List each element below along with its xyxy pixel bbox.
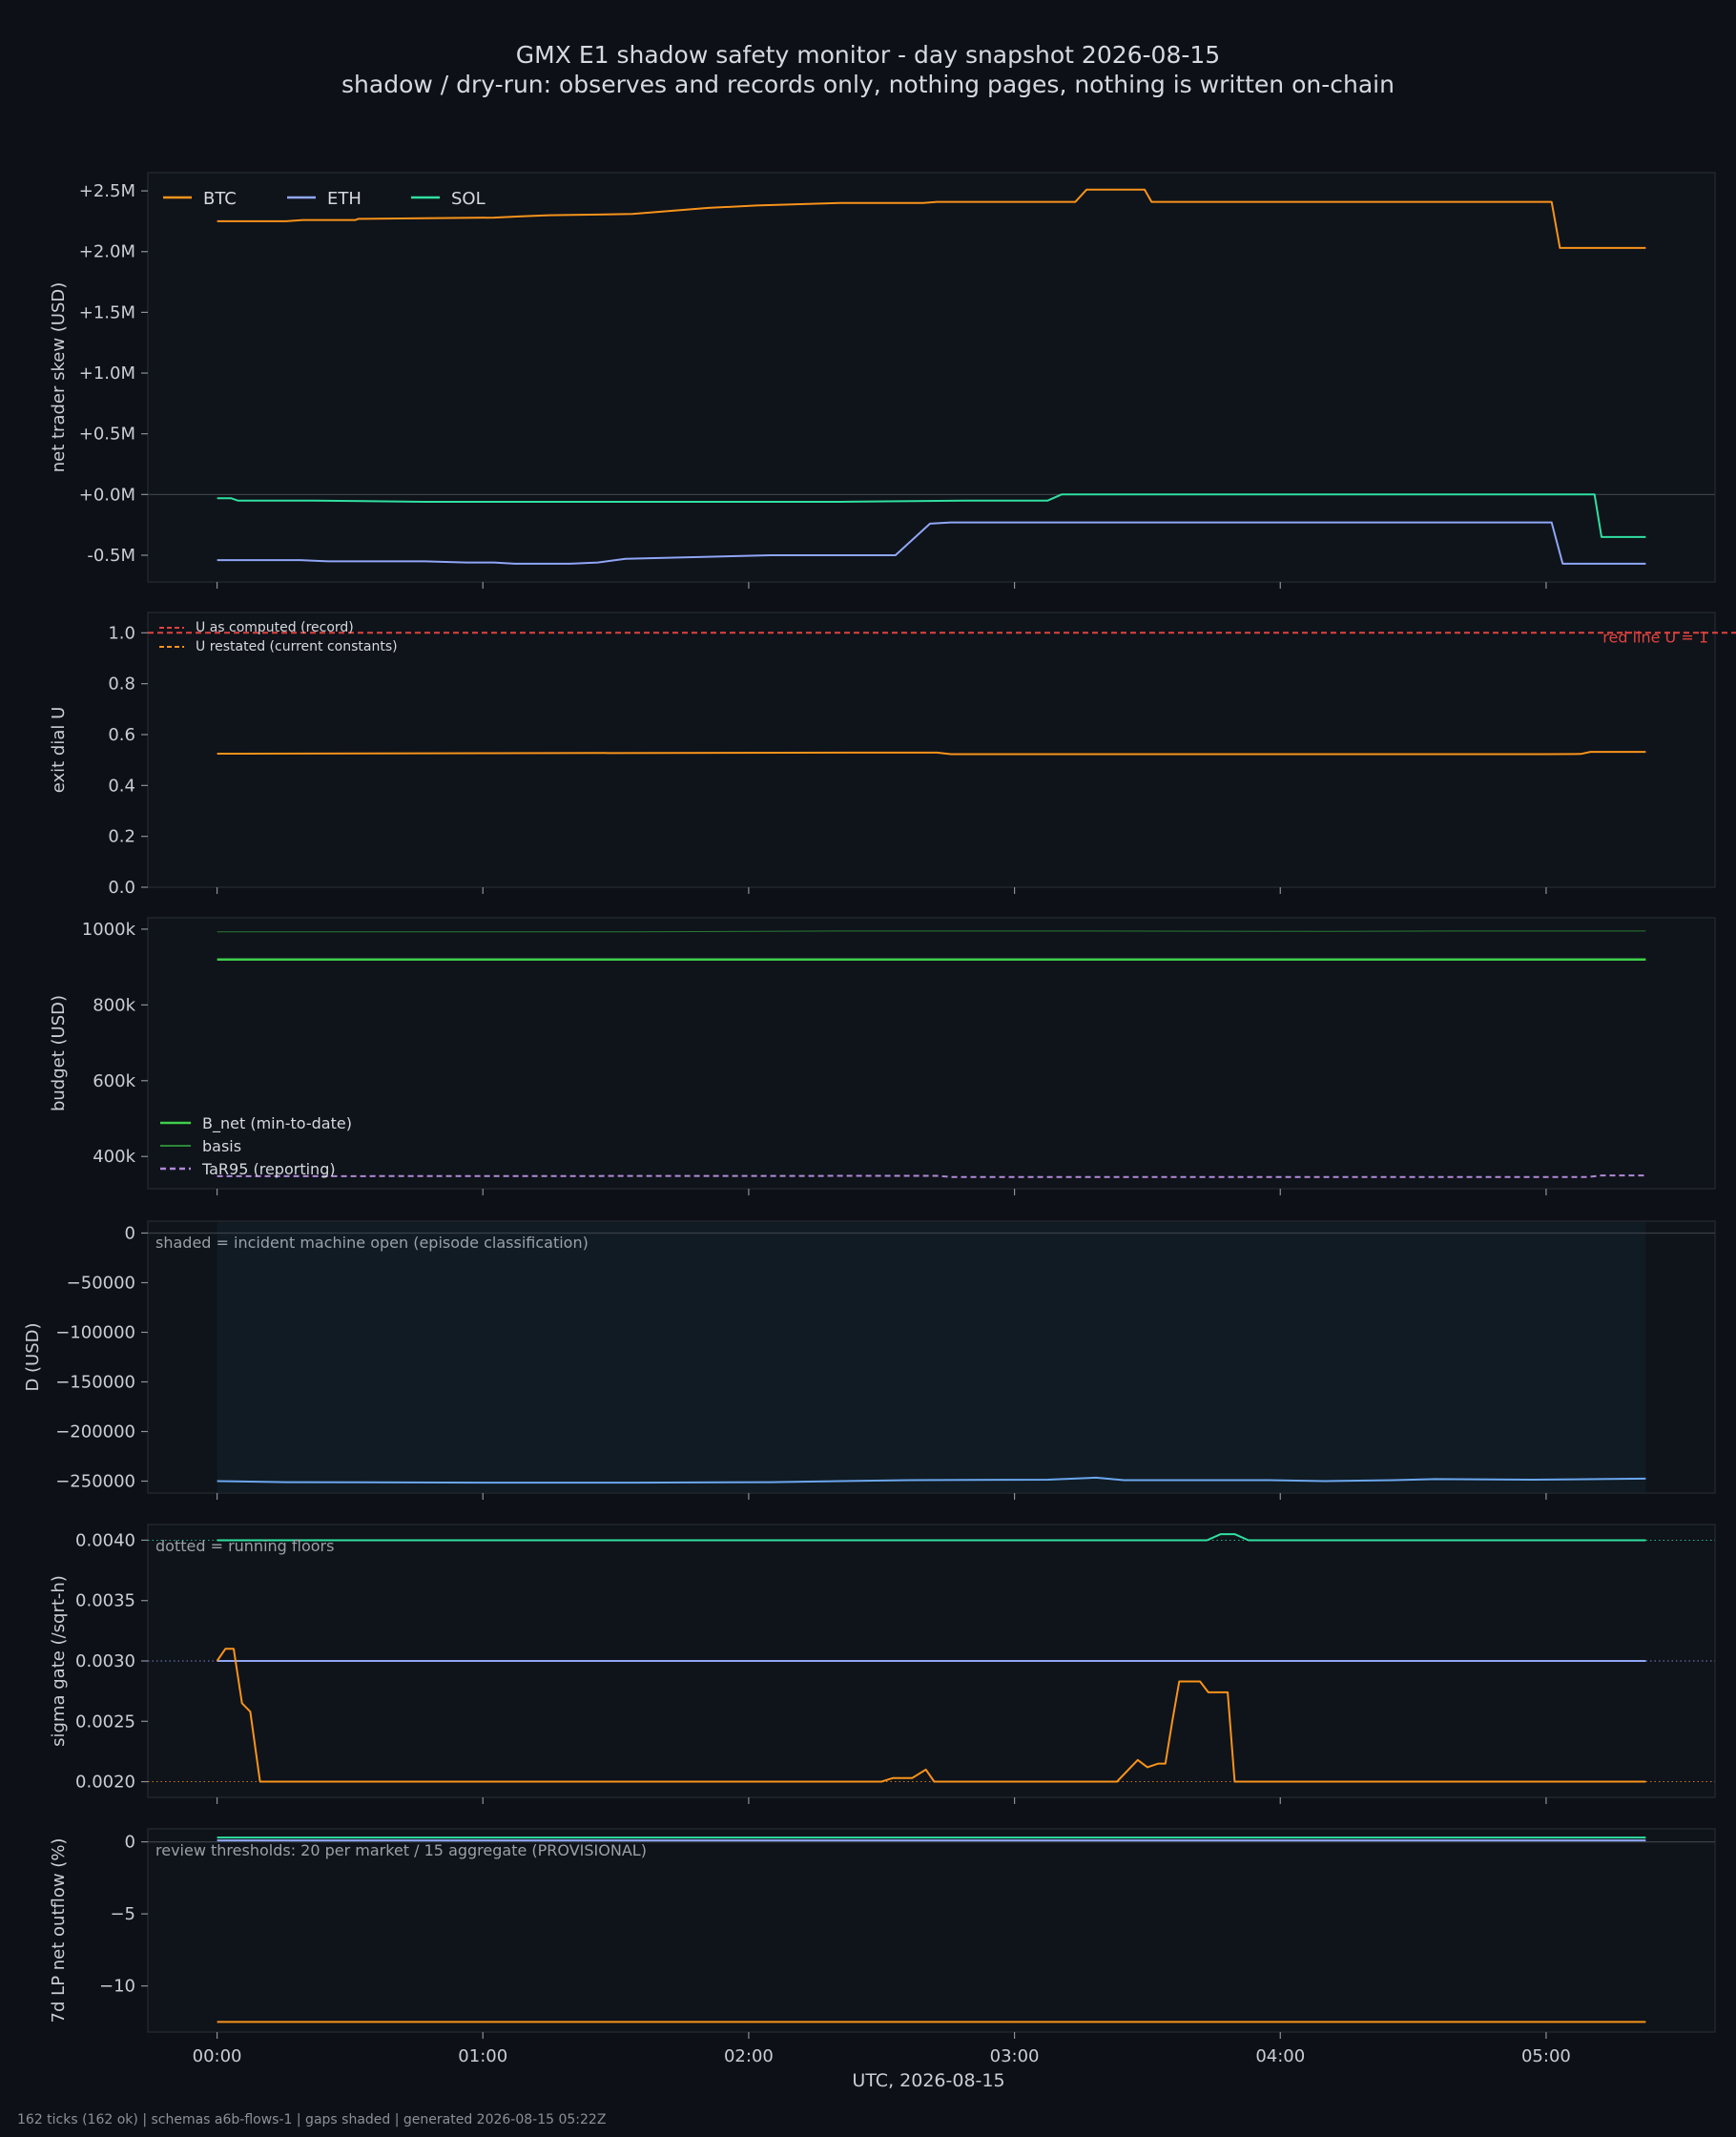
x-tick-label: 01:00 [458, 2046, 507, 2066]
x-tick-label: 04:00 [1255, 2046, 1305, 2066]
y-axis-label: budget (USD) [49, 995, 69, 1111]
panel-frame [147, 917, 1716, 1190]
y-tick-label: 0.8 [108, 674, 135, 695]
y-tick-label: 600k [93, 1071, 135, 1091]
legend-label: SOL [451, 189, 486, 209]
series-line-btc [217, 188, 1646, 249]
series-line-sol [217, 493, 1646, 538]
legend-label: basis [202, 1137, 241, 1155]
y-tick-label: −150000 [55, 1373, 135, 1393]
y-tick-label: 1.0 [108, 623, 135, 643]
y-tick-label: −10 [99, 1977, 135, 1997]
panel-5: 0.0040 0.0035 0.0030 0.0025 0.0020 sigma gate… [49, 1524, 1716, 1804]
y-tick-label: +0.0M [79, 485, 135, 505]
legend-label: BTC [203, 189, 237, 209]
y-tick-label: −250000 [55, 1472, 135, 1492]
series-line-basis [217, 930, 1646, 933]
chart-title: GMX E1 shadow safety monitor - day snaps… [515, 41, 1221, 69]
y-tick-label: −200000 [55, 1422, 135, 1442]
series-line-tar95-reporting- [217, 1174, 1646, 1178]
panel-frame [147, 1828, 1716, 2033]
panel-note: shaded = incident machine open (episode … [155, 1234, 589, 1252]
y-tick-label: +2.0M [79, 242, 135, 262]
y-tick-label: 0.2 [108, 827, 135, 847]
panel-3: 1000k 800k 600k 400k budget (USD) B_net (min-… [49, 917, 1716, 1195]
y-tick-label: 1000k [82, 920, 136, 940]
y-tick-label: 0.0020 [75, 1773, 135, 1793]
panel-frame [147, 172, 1716, 583]
chart-subtitle: shadow / dry-run: observes and records o… [341, 71, 1395, 98]
series-line-unnamed-0 [217, 1476, 1646, 1484]
y-tick-label: −100000 [55, 1322, 135, 1342]
legend-label: ETH [327, 189, 362, 209]
y-tick-label: 0.0025 [75, 1712, 135, 1732]
y-tick-label: 0.0035 [75, 1591, 135, 1611]
chart-title-block: GMX E1 shadow safety monitor - day snaps… [0, 40, 1736, 99]
panel-frame [147, 612, 1716, 888]
panel-4: 0 −50000 −100000 −150000 −200000 −250000 D (US… [23, 1220, 1716, 1500]
legend-label: U as computed (record) [196, 620, 354, 635]
series-line-eth [217, 521, 1646, 565]
panel-6: 0 −5 −10 7d LP net outflow (%) review thresh… [49, 1828, 1716, 2039]
y-axis-label: exit dial U [49, 707, 69, 794]
y-tick-label: +1.5M [79, 302, 135, 322]
legend-label: TaR95 (reporting) [201, 1160, 336, 1178]
y-tick-label: 0.0 [108, 878, 135, 898]
y-tick-label: −50000 [67, 1273, 135, 1293]
panel-1: +2.5M +2.0M +1.5M +1.0M +0.5M +0.0M -0.5M net t… [49, 172, 1716, 589]
x-tick-label: 02:00 [724, 2046, 774, 2066]
x-axis-label: UTC, 2026-08-15 [852, 2070, 1004, 2091]
panel-note: dotted = running floors [155, 1537, 334, 1555]
y-axis-label: D (USD) [23, 1322, 43, 1391]
series-line-unnamed-2 [217, 751, 1646, 756]
y-tick-label: +1.0M [79, 363, 135, 384]
red-line-annotation: red line U = 1 [1602, 628, 1708, 646]
panel-2: 0.0 0.2 0.4 0.6 0.8 1.0 exit dial U red line U … [49, 612, 1736, 898]
series-line-unnamed-0 [217, 1533, 1646, 1542]
x-tick-label: 00:00 [193, 2046, 242, 2066]
y-tick-label: 0 [125, 1833, 135, 1853]
y-axis-label: sigma gate (/sqrt-h) [49, 1575, 69, 1747]
series-line-unnamed-2 [216, 1648, 1646, 1783]
y-tick-label: 0.4 [108, 776, 135, 796]
y-tick-label: 0.0040 [75, 1530, 135, 1550]
legend-label: B_net (min-to-date) [202, 1114, 352, 1133]
y-axis-label: 7d LP net outflow (%) [49, 1838, 69, 2023]
x-tick-label: 05:00 [1521, 2046, 1571, 2066]
y-tick-label: 0 [125, 1223, 135, 1243]
y-tick-label: -0.5M [87, 546, 135, 566]
y-tick-label: 400k [93, 1147, 135, 1167]
y-tick-label: 0.6 [108, 725, 135, 745]
y-tick-label: 800k [93, 995, 135, 1015]
y-tick-label: +2.5M [79, 181, 135, 201]
y-axis-label: net trader skew (USD) [49, 282, 69, 473]
y-tick-label: −5 [110, 1904, 135, 1924]
incident-shading [217, 1222, 1646, 1492]
x-tick-label: 03:00 [990, 2046, 1040, 2066]
y-tick-label: +0.5M [79, 425, 135, 445]
panel-note: review thresholds: 20 per market / 15 ag… [155, 1841, 647, 1859]
legend-label: U restated (current constants) [196, 639, 398, 654]
footer-status: 162 ticks (162 ok) | schemas a6b-flows-1… [17, 2112, 607, 2127]
y-tick-label: 0.0030 [75, 1651, 135, 1671]
